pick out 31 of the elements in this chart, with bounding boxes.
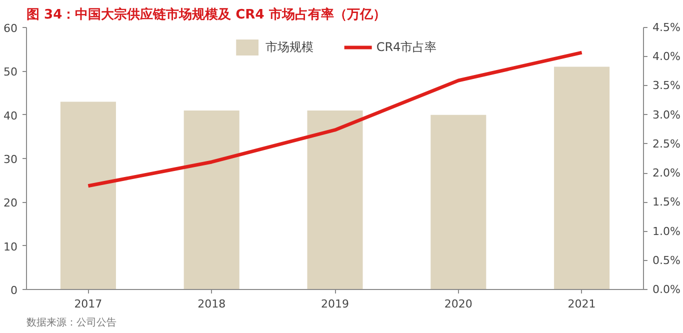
x-tick-label: 2017 xyxy=(74,298,102,310)
bar xyxy=(430,114,486,290)
y2-tick-label: 4.5% xyxy=(652,21,680,34)
y2-tick-label: 2.5% xyxy=(652,137,680,150)
bar xyxy=(60,102,116,290)
x-tick-label: 2020 xyxy=(444,298,472,310)
x-tick-label: 2019 xyxy=(321,298,350,310)
legend-label: CR4市占率 xyxy=(376,38,437,56)
y2-tick-label: 1.5% xyxy=(652,196,680,209)
bar xyxy=(184,110,240,290)
y2-tick-label: 2.0% xyxy=(652,166,680,180)
y-tick-label: 20 xyxy=(4,196,18,210)
y-tick-label: 10 xyxy=(4,240,18,254)
y-tick-label: 60 xyxy=(4,22,18,35)
x-tick-label: 2018 xyxy=(198,298,226,310)
y2-tick-label: 0.5% xyxy=(652,254,680,267)
source-note: 数据来源：公司公告 xyxy=(26,316,116,328)
legend-label: 市场规模 xyxy=(265,38,314,56)
y-tick-label: 40 xyxy=(4,109,18,122)
bar xyxy=(554,66,610,290)
y2-tick-label: 1.0% xyxy=(652,224,680,238)
y2-tick-label: 3.0% xyxy=(652,108,680,122)
y-tick-label: 30 xyxy=(4,153,18,166)
y2-tick-label: 4.0% xyxy=(652,50,680,64)
x-tick-label: 2021 xyxy=(568,298,596,310)
y2-tick-label: 0.0% xyxy=(652,283,680,296)
y-tick-label: 50 xyxy=(4,66,18,79)
y-tick-label: 0 xyxy=(10,284,18,297)
chart-title: 图 34：中国大宗供应链市场规模及 CR4 市场占有率（万亿） xyxy=(26,6,386,22)
bar xyxy=(307,110,363,290)
y2-tick-label: 3.5% xyxy=(652,79,680,92)
